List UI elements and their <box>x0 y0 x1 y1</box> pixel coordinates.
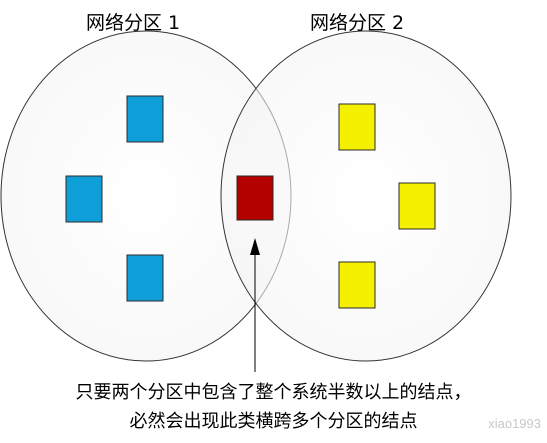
partition-2-node <box>338 261 376 309</box>
watermark: xiao1993 <box>488 416 541 431</box>
partition-2-node <box>338 103 376 151</box>
partition-1-node <box>126 254 164 302</box>
shared-node <box>236 175 274 221</box>
partition-1-label: 网络分区 1 <box>86 12 181 34</box>
partition-2-node <box>398 182 436 230</box>
caption-line-1: 只要两个分区中包含了整个系统半数以上的结点， <box>75 382 472 403</box>
partition-1-node <box>126 95 164 143</box>
partition-1-node <box>65 175 103 223</box>
caption-line-2: 必然会出现此类横跨多个分区的结点 <box>129 411 418 432</box>
pointer-arrow-head <box>250 238 260 255</box>
partition-2-label: 网络分区 2 <box>310 12 405 34</box>
partition-2-circle <box>220 30 512 362</box>
